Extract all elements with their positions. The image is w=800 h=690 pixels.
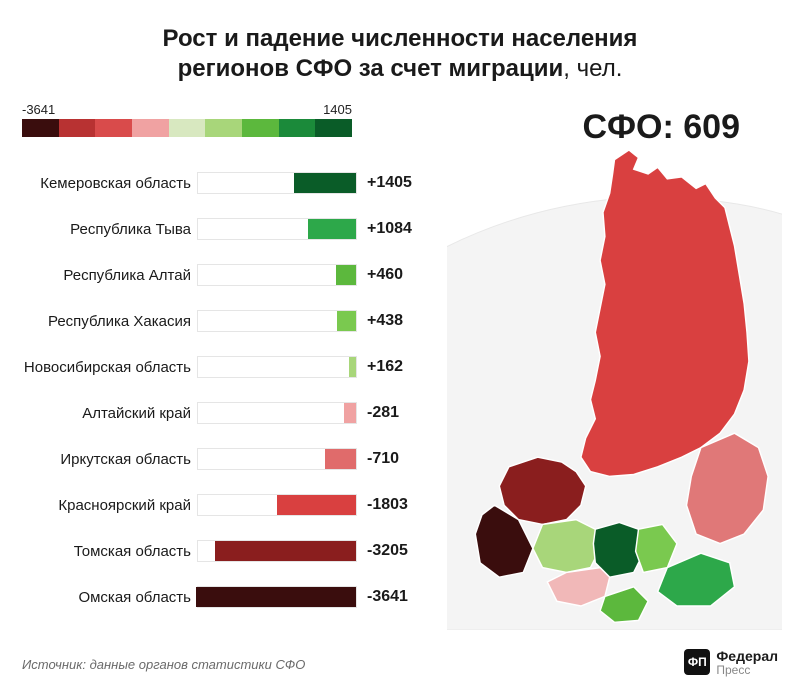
bar-fill [294,173,356,193]
bar-fill [325,449,356,469]
region-name: Красноярский край [22,497,197,514]
bar-track [197,448,357,470]
bar-fill [308,219,356,239]
title-line-2-light: , чел. [563,55,622,82]
sfo-total: СФО: 609 [582,108,740,147]
bar-track [197,494,357,516]
region-name: Республика Тыва [22,221,197,238]
region-name: Алтайский край [22,405,197,422]
brand-logo: ФП Федерал Пресс [684,648,778,676]
chart-row: Республика Тыва +1084 [22,206,432,252]
value-label: +438 [357,312,427,330]
chart-row: Новосибирская область +162 [22,344,432,390]
map-region-novosibirsk [533,520,600,573]
bar-fill [277,495,356,515]
bar-fill [349,357,356,377]
title-line-1: Рост и падение численности населения [163,25,638,52]
region-name: Республика Хакасия [22,313,197,330]
region-name: Иркутская область [22,451,197,468]
value-label: -1803 [357,496,427,514]
bar-track [197,310,357,332]
source-footer: Источник: данные органов статистики СФО [22,657,305,672]
region-bar-chart: Кемеровская область +1405 Республика Тыва +… [22,160,432,620]
sfo-map [447,150,782,630]
bar-track [197,172,357,194]
bar-track [197,218,357,240]
logo-line-1: Федерал [716,648,778,664]
value-label: -281 [357,404,427,422]
logo-icon: ФП [684,649,710,675]
chart-row: Омская область -3641 [22,574,432,620]
gradient-max-label: 1405 [323,102,352,117]
gradient-legend: -3641 1405 [22,102,352,137]
bar-fill [196,587,356,607]
chart-row: Республика Хакасия +438 [22,298,432,344]
region-name: Кемеровская область [22,175,197,192]
region-name: Томская область [22,543,197,560]
bar-track [197,356,357,378]
value-label: +460 [357,266,427,284]
value-label: +162 [357,358,427,376]
region-name: Новосибирская область [22,359,197,376]
value-label: -3641 [357,588,427,606]
chart-row: Томская область -3205 [22,528,432,574]
region-name: Республика Алтай [22,267,197,284]
region-name: Омская область [22,589,197,606]
bar-fill [336,265,356,285]
value-label: -710 [357,450,427,468]
title-line-2-bold: регионов СФО за счет миграции [178,55,564,82]
chart-row: Кемеровская область +1405 [22,160,432,206]
bar-fill [344,403,356,423]
bar-track [197,586,357,608]
value-label: +1084 [357,220,427,238]
value-label: -3205 [357,542,427,560]
page-title: Рост и падение численности населения рег… [0,0,800,88]
gradient-bar [22,119,352,137]
bar-fill [337,311,356,331]
bar-fill [215,541,356,561]
gradient-min-label: -3641 [22,102,55,117]
chart-row: Иркутская область -710 [22,436,432,482]
chart-row: Республика Алтай +460 [22,252,432,298]
chart-row: Алтайский край -281 [22,390,432,436]
bar-track [197,540,357,562]
map-region-krasnoyarsk [581,150,749,476]
bar-track [197,264,357,286]
chart-row: Красноярский край -1803 [22,482,432,528]
bar-track [197,402,357,424]
logo-line-2: Пресс [716,664,778,676]
value-label: +1405 [357,174,427,192]
